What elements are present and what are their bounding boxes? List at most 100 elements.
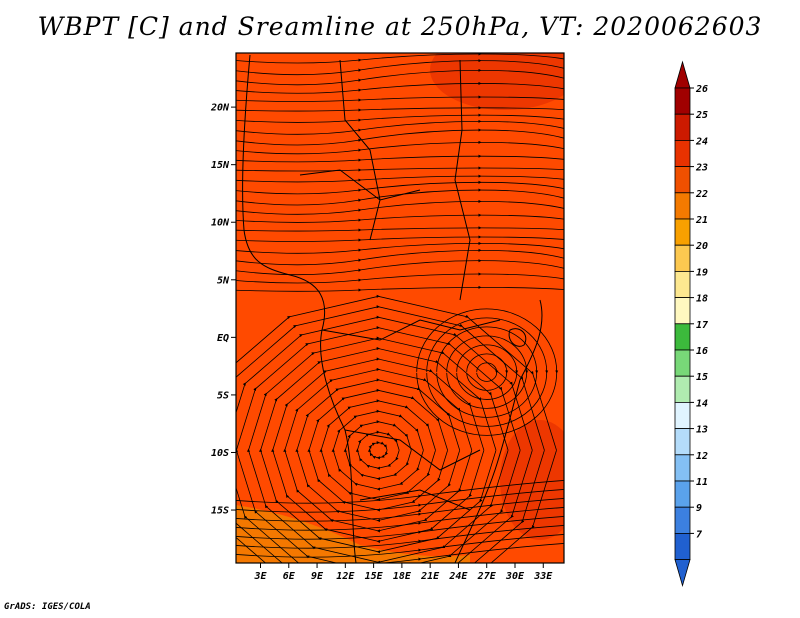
streamline [236, 95, 564, 102]
streamline [236, 188, 564, 206]
streamline [236, 285, 564, 292]
lat-tick-label: 5S [217, 390, 229, 401]
lon-tick-label: 9E [311, 571, 324, 582]
streamline [236, 248, 564, 266]
streamline [426, 317, 549, 427]
colorbar-segment [674, 244, 691, 272]
lon-tick-label: 15E [365, 571, 384, 582]
colorbar-segment [674, 218, 691, 246]
coastlines-borders [242, 54, 543, 563]
streamline [236, 489, 564, 513]
border-5 [344, 429, 481, 471]
colorbar-label: 24 [695, 136, 708, 147]
warm-core-northeast [430, 53, 564, 110]
streamline [236, 235, 564, 242]
colorbar-segment [674, 297, 691, 325]
streamline [466, 353, 509, 391]
lon-tick-label: 6E [283, 571, 296, 582]
colorbar-label: 14 [696, 398, 708, 409]
colorbar-top-arrow [674, 60, 691, 89]
streamline [236, 140, 564, 155]
streamline [236, 213, 564, 223]
border-2 [454, 59, 471, 301]
colorbar-label: 20 [695, 241, 708, 252]
streamline [236, 68, 564, 86]
colorbar-segment [674, 270, 691, 298]
border-6 [359, 489, 471, 511]
streamline [236, 53, 564, 64]
colorbar-segment [674, 506, 691, 534]
colorbar-label: 19 [696, 267, 708, 278]
lat-tick-label: 5N [217, 275, 230, 286]
streamline [236, 259, 564, 276]
africa-east-coast [454, 299, 543, 563]
colorbar-label: 22 [695, 189, 708, 200]
grads-credit: GrADS: IGES/COLA [4, 602, 91, 612]
africa-west-coast [242, 54, 357, 563]
lake-victoria [508, 328, 527, 347]
lon-tick-label: 27E [477, 571, 497, 582]
colorbar-segment [674, 349, 691, 377]
streamline [436, 326, 539, 418]
colorbar-segment [674, 323, 691, 351]
colorbar-segment [674, 87, 691, 115]
streamline [236, 119, 564, 135]
streamline [236, 81, 564, 94]
border-4 [321, 319, 501, 341]
lon-tick-label: 12E [336, 571, 355, 582]
lon-tick-label: 33E [533, 571, 553, 582]
colorbar-label: 7 [696, 529, 702, 540]
streamline [236, 154, 564, 163]
warm-core-southeast [500, 420, 564, 540]
streamline [236, 180, 564, 195]
lon-tick-label: 24E [448, 571, 468, 582]
longitude-axis: 3E 6E 9E 12E 15E 18E 21E 24E 27E 30E 33E [253, 563, 553, 582]
colorbar-segment [674, 428, 691, 456]
streamline [236, 113, 564, 123]
streamline [416, 308, 559, 436]
colorbar-label: 21 [695, 215, 708, 226]
streamline [236, 534, 564, 558]
colorbar: 26 25 24 23 22 21 20 19 18 17 16 15 14 13 12 11 9 7 [674, 60, 708, 588]
lon-tick-label: 21E [420, 571, 440, 582]
latitude-axis: 20N 15N 10N 5N EQ 5S 10S 15S [210, 103, 236, 517]
streamline [236, 507, 564, 531]
streamline [236, 516, 564, 540]
streamline [236, 294, 557, 563]
streamline [236, 59, 564, 76]
colorbar-segment [674, 139, 691, 167]
colorbar-segment [674, 401, 691, 429]
colorbar-label: 15 [696, 372, 708, 383]
streamline [236, 128, 564, 146]
colorbar-segment [674, 113, 691, 141]
colorbar-segment [674, 454, 691, 482]
colorbar-segment [674, 375, 691, 403]
colorbar-segment [674, 533, 691, 561]
colorbar-bottom-arrow [674, 559, 691, 588]
streamline [236, 199, 564, 215]
lat-tick-label: 15S [211, 506, 229, 517]
map-frame [235, 52, 565, 564]
streamline [236, 525, 564, 549]
streamlines [236, 53, 564, 563]
streamline [456, 344, 519, 400]
colorbar-label: 25 [695, 110, 708, 121]
lon-tick-label: 3E [253, 571, 267, 582]
streamline [378, 543, 564, 563]
border-1 [339, 59, 381, 241]
streamline [236, 241, 564, 254]
colorbar-label: 26 [695, 84, 708, 95]
streamline [236, 174, 564, 183]
lat-tick-label: 20N [210, 103, 230, 114]
colorbar-segment [674, 192, 691, 220]
map-title: WBPT [C] and Sreamline at 250hPa, VT: 20… [37, 12, 763, 41]
lon-tick-label: 18E [393, 571, 412, 582]
streamline [236, 166, 564, 172]
colorbar-label: 13 [696, 425, 708, 436]
colorbar-segment [674, 480, 691, 508]
lat-tick-label: 10N [211, 218, 230, 229]
colorbar-label: 16 [696, 346, 708, 357]
colorbar-label: 12 [696, 451, 708, 462]
lon-tick-label: 30E [505, 571, 525, 582]
